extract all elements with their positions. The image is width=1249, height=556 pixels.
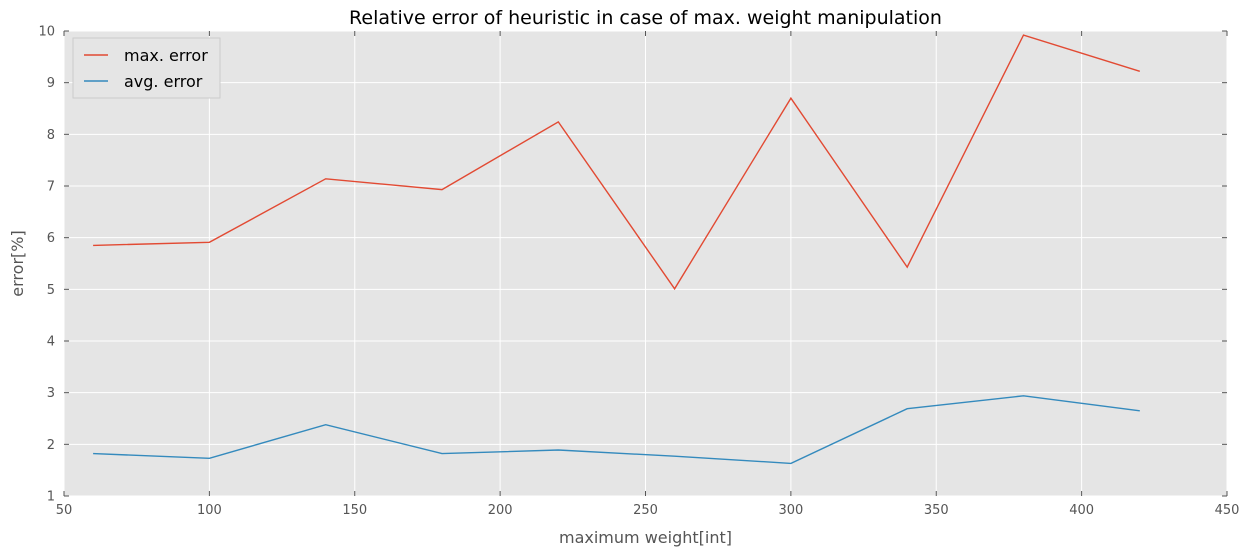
x-tick-label: 300 bbox=[778, 503, 803, 518]
legend-label-avg-error: avg. error bbox=[124, 72, 203, 91]
x-tick-label: 350 bbox=[924, 503, 949, 518]
y-tick-label: 4 bbox=[47, 335, 55, 350]
chart-title: Relative error of heuristic in case of m… bbox=[349, 7, 942, 29]
y-tick-label: 10 bbox=[38, 25, 55, 40]
series-line-avg-error bbox=[93, 395, 1140, 465]
y-tick-label: 3 bbox=[47, 386, 55, 401]
legend-box bbox=[72, 37, 221, 99]
x-axis-label: maximum weight[int] bbox=[559, 528, 732, 547]
y-tick-labels: 1 2 3 4 5 6 7 8 9 10 bbox=[38, 25, 55, 505]
y-tick-label: 7 bbox=[47, 180, 55, 195]
x-tick-label: 100 bbox=[197, 503, 222, 518]
x-tick-label: 250 bbox=[633, 503, 658, 518]
series-lines bbox=[93, 34, 1141, 465]
y-tick-label: 1 bbox=[47, 490, 55, 505]
x-tick-label: 450 bbox=[1215, 503, 1240, 518]
y-tick-label: 9 bbox=[47, 76, 55, 91]
x-tick-label: 200 bbox=[488, 503, 513, 518]
y-tick-label: 5 bbox=[47, 283, 55, 298]
x-tick-label: 400 bbox=[1069, 503, 1094, 518]
y-tick-label: 8 bbox=[47, 128, 55, 143]
y-tick-label: 2 bbox=[47, 438, 55, 453]
x-tick-labels: 50 100 150 200 250 300 350 400 450 bbox=[56, 503, 1240, 518]
axis-ticks bbox=[63, 30, 1228, 497]
x-tick-label: 150 bbox=[342, 503, 367, 518]
legend: max. error avg. error bbox=[72, 37, 221, 99]
y-axis-label: error[%] bbox=[8, 230, 27, 296]
x-tick-label: 50 bbox=[56, 503, 73, 518]
series-line-max-error bbox=[93, 34, 1141, 291]
legend-label-max-error: max. error bbox=[124, 46, 208, 65]
y-tick-label: 6 bbox=[47, 231, 55, 246]
